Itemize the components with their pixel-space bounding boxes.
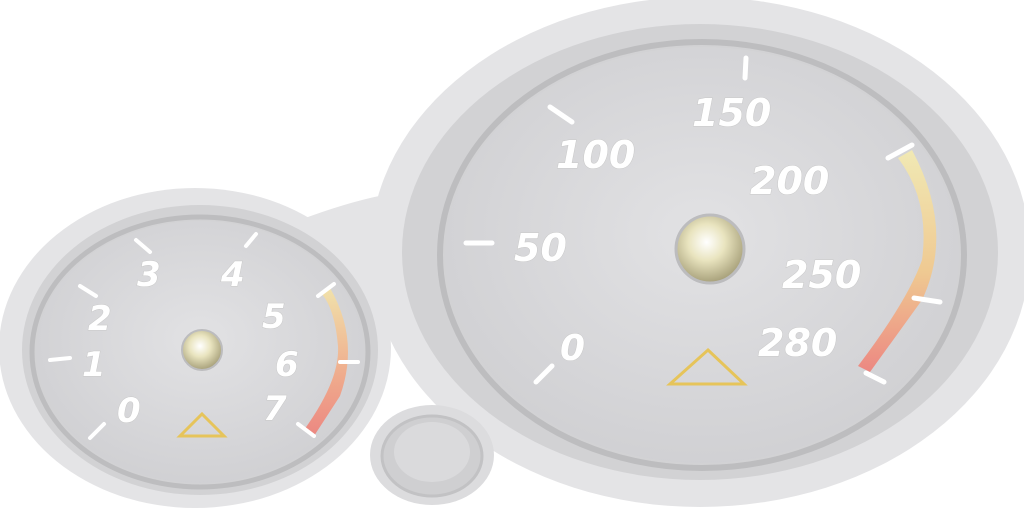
tach-label-3: 3 [137,255,161,295]
speedometer-labels: 0 50 100 150 200 250 280 [514,91,862,370]
speedometer-ticks [463,55,943,385]
tach-label-1: 1 [82,345,106,385]
tach-label-4: 4 [220,255,245,295]
speed-label-50: 50 [514,226,567,270]
speed-label-100: 100 [556,133,635,177]
tach-label-0: 0 [117,391,141,431]
tachometer-tick [48,356,72,362]
tach-label-2: 2 [88,299,112,339]
tachometer: 0 1 2 3 4 5 6 7 [22,205,378,495]
tach-label-5: 5 [262,297,286,337]
speedometer-tick [742,55,749,81]
speed-label-250: 250 [782,253,861,297]
tachometer-ring [29,214,371,490]
speed-label-200: 200 [750,159,829,203]
tachometer-labels: 0 1 2 3 4 5 6 7 [82,255,300,432]
speedometer-triangle-warning-icon [666,347,748,386]
speed-label-280: 280 [758,321,837,365]
tachometer-tick [316,282,336,298]
speedometer-tick [863,370,887,385]
speed-label-150: 150 [692,91,771,135]
speedometer-tick [533,363,555,385]
speed-label-0: 0 [560,328,585,369]
speedometer-ring [437,39,967,471]
speedometer-hub [674,213,746,285]
speedometer-redline [858,150,937,372]
speedometer-tick [911,295,943,305]
speedometer-tick [885,142,915,161]
tach-label-6: 6 [275,345,299,385]
tachometer-tick [244,232,258,248]
tachometer-tick [296,422,316,438]
tachometer-triangle-warning-icon [176,411,228,438]
trip-reset-button[interactable] [380,414,484,498]
tachometer-tick [88,422,106,440]
tachometer-tick [78,284,98,298]
tachometer-hub [181,329,223,371]
tach-label-7: 7 [263,389,287,429]
tachometer-redline [304,288,348,436]
tachometer-ticks [48,232,360,440]
speedometer-tick [547,104,575,125]
speedometer: 0 50 100 150 200 250 280 [402,24,998,480]
tachometer-tick [134,238,152,254]
